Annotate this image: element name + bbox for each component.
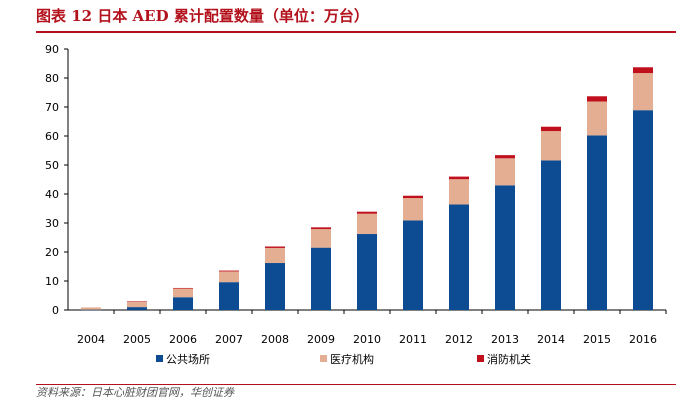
bar-segment-3 (403, 195, 423, 199)
x-tick-label: 2016 (629, 333, 657, 346)
bar-segment-3 (495, 155, 515, 159)
bar-segment-3 (311, 227, 331, 230)
y-tick-label: 70 (45, 101, 59, 114)
bar-segment-2 (633, 73, 653, 111)
y-tick-label: 50 (45, 159, 59, 172)
y-tick-label: 80 (45, 72, 59, 85)
bar-segment-2 (81, 307, 101, 310)
bar-segment-2 (219, 271, 239, 283)
bar-segment-2 (449, 179, 469, 205)
bar-segment-3 (541, 126, 561, 132)
bar-segment-2 (357, 213, 377, 235)
bar-segment-3 (633, 67, 653, 74)
x-tick-label: 2012 (445, 333, 473, 346)
x-tick-label: 2004 (77, 333, 105, 346)
x-tick-label: 2009 (307, 333, 335, 346)
y-tick-label: 40 (45, 188, 59, 201)
legend-swatch-1 (156, 355, 163, 362)
bar-segment-2 (311, 229, 331, 248)
y-tick-label: 60 (45, 130, 59, 143)
x-tick-label: 2015 (583, 333, 611, 346)
bar-segment-1 (403, 220, 423, 310)
bar-segment-1 (173, 297, 193, 310)
bar-segment-1 (541, 160, 561, 310)
y-tick-label: 0 (52, 304, 59, 317)
bar-segment-1 (633, 110, 653, 310)
legend-swatch-3 (477, 355, 484, 362)
bar-segment-1 (81, 309, 101, 311)
bar-segment-3 (219, 270, 239, 272)
legend-label-1: 公共场所 (166, 352, 210, 366)
bar-segment-1 (357, 234, 377, 310)
source-note: 资料来源：日本心脏财团官网，华创证券 (36, 386, 234, 399)
x-tick-label: 2014 (537, 333, 565, 346)
bar-segment-3 (357, 211, 377, 214)
x-tick-label: 2006 (169, 333, 197, 346)
legend-label-3: 消防机关 (487, 352, 531, 366)
legend-label-2: 医疗机构 (330, 352, 374, 366)
bar-segment-3 (127, 301, 147, 302)
bar-segment-1 (449, 204, 469, 310)
bar-segment-3 (587, 96, 607, 102)
bar-segment-2 (587, 101, 607, 136)
bar-segment-2 (127, 301, 147, 308)
bar-segment-2 (495, 158, 515, 186)
bar-segment-1 (219, 282, 239, 310)
bar-segment-3 (173, 287, 193, 289)
bar-segment-1 (127, 307, 147, 310)
figure-title: 图表 12 日本 AED 累计配置数量（单位：万台） (36, 7, 369, 25)
bar-segment-1 (587, 135, 607, 310)
bar-segment-3 (265, 246, 285, 248)
x-tick-label: 2011 (399, 333, 427, 346)
bar-segment-2 (403, 198, 423, 221)
source-divider (36, 384, 676, 385)
x-tick-label: 2013 (491, 333, 519, 346)
bar-segment-1 (311, 247, 331, 310)
y-tick-label: 20 (45, 246, 59, 259)
bar-segment-3 (449, 176, 469, 180)
x-tick-label: 2007 (215, 333, 243, 346)
legend-swatch-2 (320, 355, 327, 362)
y-tick-label: 30 (45, 217, 59, 230)
title-divider (36, 31, 676, 33)
y-tick-label: 10 (45, 275, 59, 288)
x-tick-label: 2010 (353, 333, 381, 346)
bar-segment-2 (541, 131, 561, 161)
y-tick-label: 90 (45, 43, 59, 56)
bar-segment-2 (173, 288, 193, 298)
bar-segment-1 (495, 185, 515, 310)
bar-segment-1 (265, 263, 285, 310)
x-tick-label: 2008 (261, 333, 289, 346)
stacked-bar-chart: 0 10 20 30 40 50 60 70 80 90 2004 2005 2006 2007 2008 2… (45, 43, 667, 366)
bar-segment-2 (265, 247, 285, 264)
x-tick-label: 2005 (123, 333, 151, 346)
